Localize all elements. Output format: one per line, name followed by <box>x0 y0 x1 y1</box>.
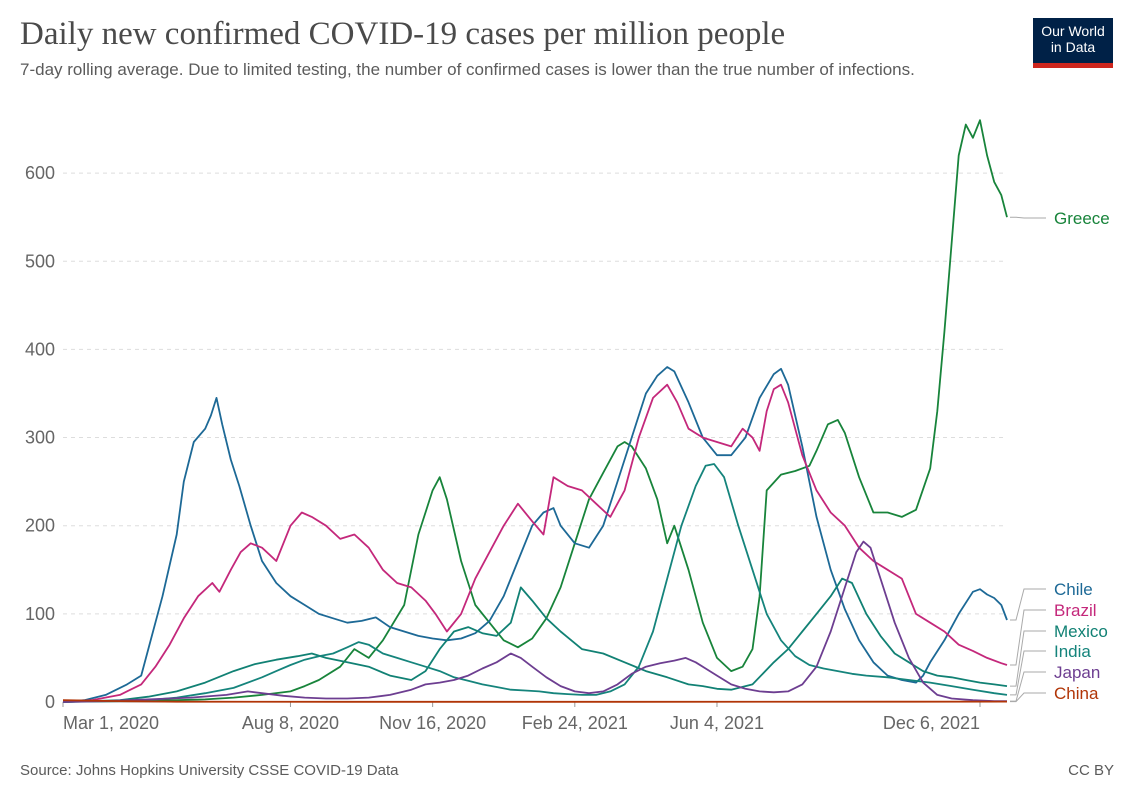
x-tick-label: Dec 6, 2021 <box>883 713 980 733</box>
y-tick-label: 300 <box>25 428 55 448</box>
legend-label-japan[interactable]: Japan <box>1054 663 1100 682</box>
owid-logo[interactable]: Our World in Data <box>1033 18 1113 68</box>
legend-connector <box>1010 692 1046 703</box>
logo-line-2: in Data <box>1050 39 1096 55</box>
logo-line-1: Our World <box>1041 23 1105 39</box>
legend-connector <box>1010 609 1046 666</box>
source-note[interactable]: Source: Johns Hopkins University CSSE CO… <box>20 762 399 779</box>
y-axis-ticks: 0 100 200 300 400 500 600 <box>25 163 55 712</box>
x-tick-label: Nov 16, 2020 <box>379 713 486 733</box>
y-tick-label: 200 <box>25 516 55 536</box>
x-tick-label: Jun 4, 2021 <box>670 713 764 733</box>
series-line-mexico[interactable] <box>62 577 1008 703</box>
y-tick-label: 100 <box>25 604 55 624</box>
gridlines <box>63 172 1007 615</box>
series-lines <box>62 119 1008 703</box>
series-line-brazil[interactable] <box>62 383 1008 703</box>
chart-title: Daily new confirmed COVID-19 cases per m… <box>20 16 786 52</box>
chart-subtitle: 7-day rolling average. Due to limited te… <box>20 60 915 79</box>
series-line-china[interactable] <box>62 699 1008 703</box>
x-tick-label: Aug 8, 2020 <box>242 713 339 733</box>
x-tick-label: Feb 24, 2021 <box>522 713 628 733</box>
series-line-japan[interactable] <box>62 540 1007 703</box>
legend-connector <box>1010 216 1046 219</box>
license-link[interactable]: CC BY <box>1068 762 1114 779</box>
legend-label-brazil[interactable]: Brazil <box>1054 601 1097 620</box>
series-line-greece[interactable] <box>62 119 1008 703</box>
legend-connector <box>1010 630 1046 687</box>
legend-label-chile[interactable]: Chile <box>1054 580 1093 599</box>
x-axis: Mar 1, 2020 Aug 8, 2020 Nov 16, 2020 Feb 24… <box>62 701 1007 733</box>
series-line-chile[interactable] <box>62 366 1008 703</box>
y-tick-label: 0 <box>45 692 55 712</box>
legend-label-china[interactable]: China <box>1054 684 1099 703</box>
legend-label-greece[interactable]: Greece <box>1054 209 1110 228</box>
legend-label-mexico[interactable]: Mexico <box>1054 622 1108 641</box>
y-tick-label: 400 <box>25 339 55 359</box>
y-tick-label: 600 <box>25 163 55 183</box>
legend-label-india[interactable]: India <box>1054 642 1091 661</box>
series-line-india[interactable] <box>62 463 1008 703</box>
logo-accent-bar <box>1033 63 1113 68</box>
legend-connector <box>1010 588 1046 621</box>
legend-connector <box>1010 650 1046 696</box>
y-tick-label: 500 <box>25 251 55 271</box>
x-tick-label: Mar 1, 2020 <box>63 713 159 733</box>
